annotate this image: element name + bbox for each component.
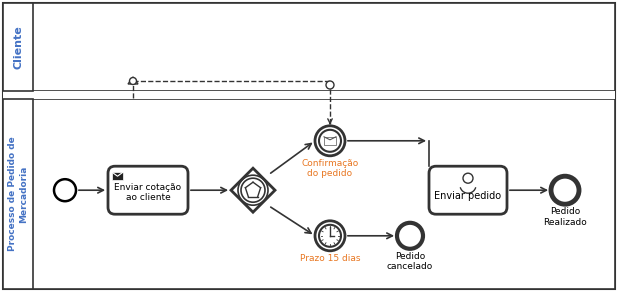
Text: Enviar pedido: Enviar pedido	[434, 191, 502, 201]
FancyBboxPatch shape	[429, 166, 507, 214]
Text: Cliente: Cliente	[13, 25, 23, 69]
Text: Confirmação
do pedido: Confirmação do pedido	[302, 159, 358, 178]
Circle shape	[130, 77, 137, 84]
Bar	[112, 172, 123, 180]
Bar	[3, 99, 33, 289]
Bar	[3, 91, 615, 99]
Bar	[324, 137, 336, 145]
Circle shape	[463, 173, 473, 183]
Bar	[3, 3, 33, 91]
Circle shape	[315, 221, 345, 251]
FancyBboxPatch shape	[108, 166, 188, 214]
Polygon shape	[231, 168, 275, 212]
Bar	[3, 3, 615, 91]
Text: Pedido
Realizado: Pedido Realizado	[543, 207, 587, 227]
Circle shape	[315, 126, 345, 156]
Text: Enviar cotação
ao cliente: Enviar cotação ao cliente	[114, 182, 182, 202]
Circle shape	[397, 223, 423, 249]
Circle shape	[551, 176, 579, 204]
Text: Prazo 15 dias: Prazo 15 dias	[300, 254, 360, 263]
Polygon shape	[128, 77, 138, 84]
Bar	[3, 99, 615, 289]
Text: Pedido
cancelado: Pedido cancelado	[387, 252, 433, 271]
Circle shape	[54, 179, 76, 201]
Circle shape	[326, 81, 334, 89]
Text: Processo de Pedido de
Mercadoria: Processo de Pedido de Mercadoria	[8, 137, 28, 251]
